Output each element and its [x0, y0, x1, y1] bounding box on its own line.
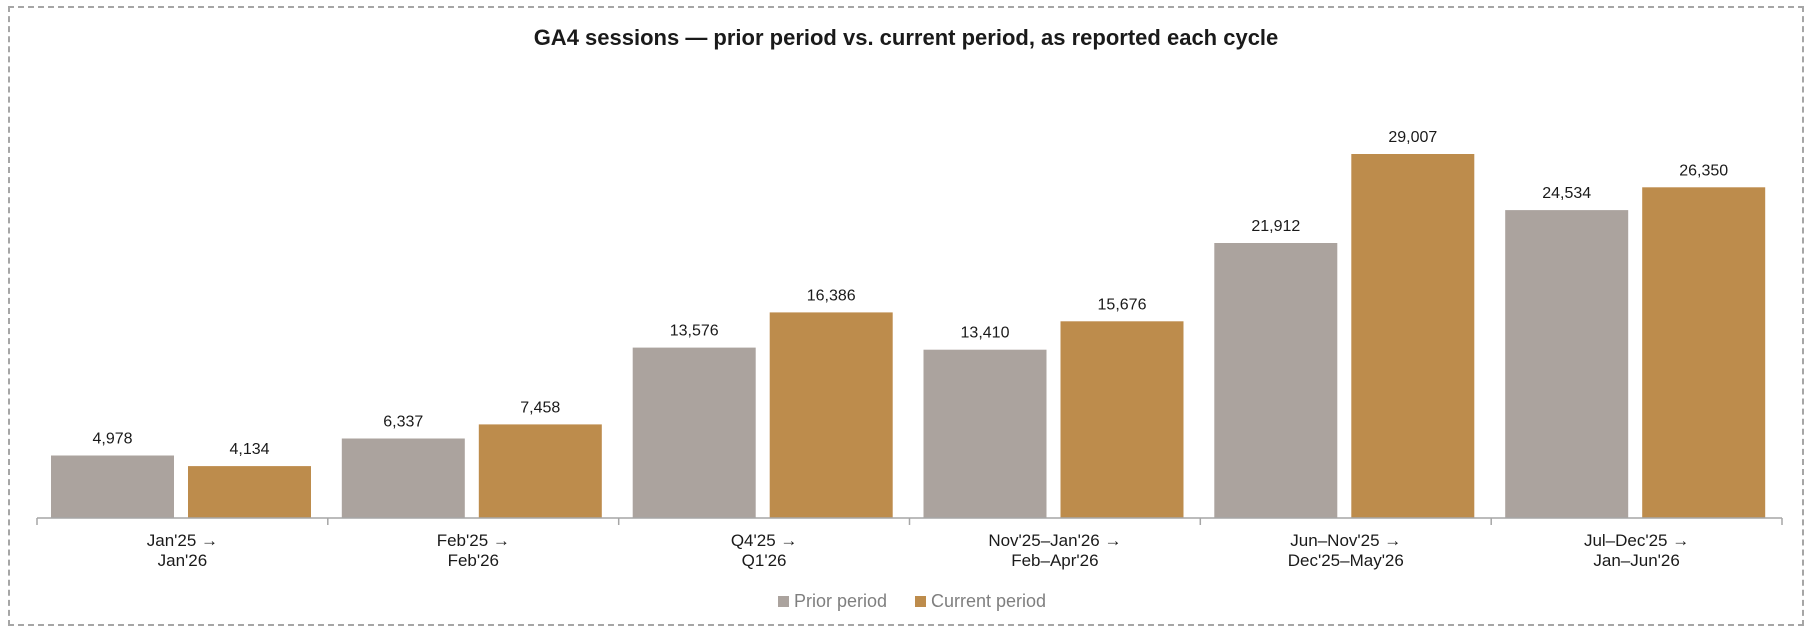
value-label-prior-3: 13,410	[961, 325, 1010, 342]
bar-prior-3	[923, 349, 1047, 518]
x-tick-label-4: Jun–Nov'25 → Dec'25–May'26	[1288, 531, 1404, 570]
bar-current-2	[769, 312, 893, 518]
value-label-prior-4: 21,912	[1251, 218, 1300, 235]
value-label-current-2: 16,386	[807, 287, 856, 304]
bar-prior-4	[1214, 243, 1338, 518]
legend-swatch-current	[915, 596, 926, 607]
x-tick-label-line: Jan'25 →	[147, 531, 218, 550]
x-tick-label-line: Jan'26	[158, 551, 208, 570]
bar-prior-2	[632, 347, 756, 518]
value-label-prior-0: 4,978	[92, 431, 132, 448]
x-tick-label-line: Jun–Nov'25 →	[1290, 531, 1401, 550]
bar-current-1	[478, 424, 602, 518]
legend-label-current: Current period	[931, 591, 1046, 611]
x-tick-labels-layer: Jan'25 → Jan'26 Feb'25 → Feb'26 Q4'25 → Q1'26…	[147, 531, 1689, 570]
bars-layer	[51, 154, 1766, 519]
value-label-current-0: 4,134	[229, 441, 269, 458]
value-label-current-1: 7,458	[520, 399, 560, 416]
x-axis	[36, 517, 1783, 525]
x-tick-label-1: Feb'25 → Feb'26	[437, 531, 510, 570]
chart-title: GA4 sessions — prior period vs. current …	[534, 25, 1279, 50]
bar-current-4	[1351, 154, 1475, 518]
bar-prior-1	[341, 438, 465, 518]
value-label-current-5: 26,350	[1679, 162, 1728, 179]
bar-current-3	[1060, 321, 1184, 518]
x-tick-label-0: Jan'25 → Jan'26	[147, 531, 218, 570]
legend-swatch-prior	[778, 596, 789, 607]
bar-prior-5	[1505, 210, 1629, 518]
x-tick-label-line: Q1'26	[742, 551, 787, 570]
legend: Prior period Current period	[778, 591, 1046, 611]
value-label-prior-5: 24,534	[1542, 185, 1591, 202]
x-tick-label-line: Jan–Jun'26	[1593, 551, 1679, 570]
value-label-current-3: 15,676	[1098, 296, 1147, 313]
value-label-prior-2: 13,576	[670, 323, 719, 340]
x-tick-label-line: Q4'25 →	[731, 531, 798, 550]
x-tick-label-2: Q4'25 → Q1'26	[731, 531, 798, 570]
x-tick-label-line: Feb'25 →	[437, 531, 510, 550]
legend-label-prior: Prior period	[794, 591, 887, 611]
value-label-current-4: 29,007	[1388, 129, 1437, 146]
bar-current-5	[1642, 187, 1766, 519]
bar-current-0	[188, 466, 311, 518]
value-label-prior-1: 6,337	[383, 414, 423, 431]
value-labels-layer: 4,978 4,134 6,337 7,458 13,576 16,386 13,410 15…	[92, 129, 1728, 458]
x-tick-label-line: Nov'25–Jan'26 →	[988, 531, 1121, 550]
x-tick-label-line: Feb'26	[448, 551, 499, 570]
x-tick-label-5: Jul–Dec'25 → Jan–Jun'26	[1584, 531, 1689, 570]
x-tick-label-line: Jul–Dec'25 →	[1584, 531, 1689, 550]
bar-prior-0	[51, 455, 174, 518]
x-tick-label-line: Feb–Apr'26	[1011, 551, 1098, 570]
chart-svg: GA4 sessions — prior period vs. current …	[36, 25, 1783, 611]
x-tick-label-line: Dec'25–May'26	[1288, 551, 1404, 570]
chart-frame: GA4 sessions — prior period vs. current …	[8, 6, 1804, 626]
x-tick-label-3: Nov'25–Jan'26 → Feb–Apr'26	[988, 531, 1121, 570]
